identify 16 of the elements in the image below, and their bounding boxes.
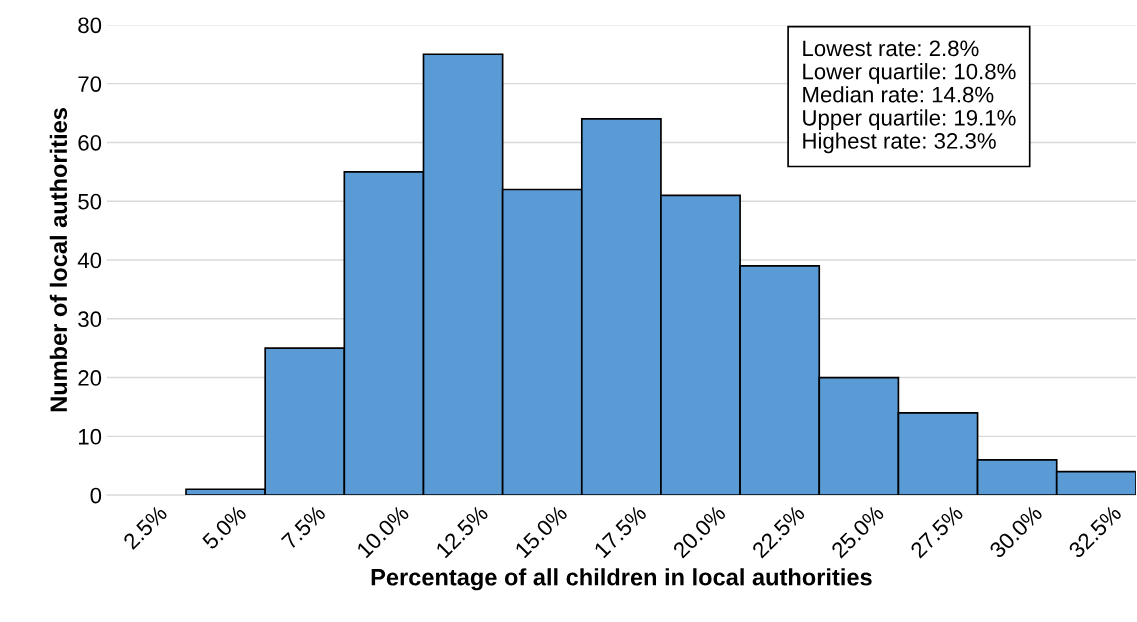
annotation: Lower quartile: 10.8% <box>803 63 1016 84</box>
annotation: Median rate: 14.8% <box>803 86 994 103</box>
y-tick-label: 70 <box>78 76 102 92</box>
annotation: Highest rate: 32.3% <box>803 132 996 154</box>
y-tick-label: 60 <box>78 134 102 151</box>
annotation: Lowest rate: 2.8% <box>803 40 979 57</box>
y-tick-label: 80 <box>78 17 102 34</box>
x-axis-title: Percentage of all children in local authorities <box>371 568 872 591</box>
y-tick-label: 30 <box>78 311 102 328</box>
y-tick-label: 0 <box>90 487 102 504</box>
y-tick-label: 10 <box>79 428 102 445</box>
y-tick-label: 50 <box>78 193 102 210</box>
y-axis-title: Number of local authorities <box>49 108 68 412</box>
y-tick-label: 20 <box>78 370 102 386</box>
annotation: Upper quartile: 19.1% <box>803 109 1016 131</box>
y-tick-label: 40 <box>77 252 102 269</box>
